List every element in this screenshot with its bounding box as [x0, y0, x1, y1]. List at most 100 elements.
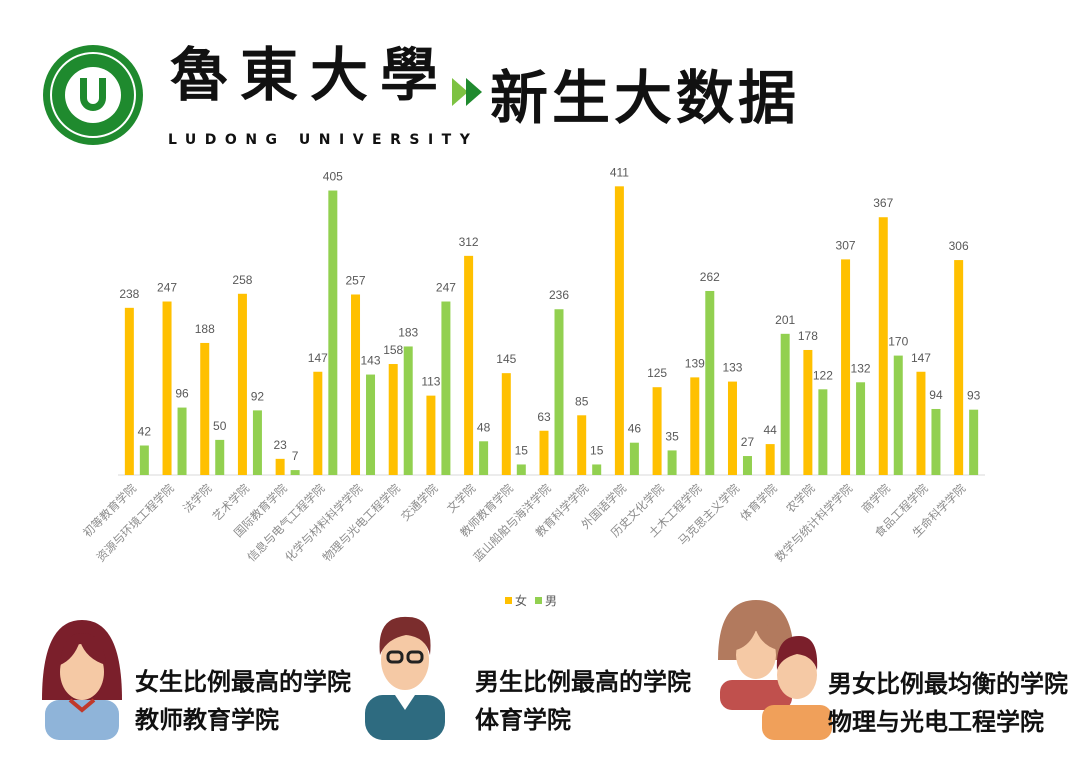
- bar: [856, 382, 866, 475]
- bar: [931, 408, 941, 475]
- bar: [237, 293, 247, 475]
- bar: [328, 190, 338, 476]
- bar: [426, 395, 436, 475]
- university-name: 魯東大學: [170, 41, 450, 109]
- data-label: 125: [647, 366, 667, 380]
- data-label: 92: [251, 389, 265, 403]
- page-title: 新生大数据: [490, 64, 800, 132]
- highlight-college: 体育学院: [475, 706, 571, 734]
- data-label: 7: [292, 449, 299, 463]
- bar: [818, 389, 828, 475]
- x-tick-label: 体育学院: [737, 481, 780, 524]
- bar: [577, 415, 587, 475]
- data-label: 145: [496, 352, 516, 366]
- data-label: 170: [888, 335, 908, 349]
- data-label: 46: [628, 422, 642, 436]
- data-label: 96: [175, 387, 189, 401]
- highlight-title: 女生比例最高的学院: [135, 668, 351, 696]
- data-label: 122: [813, 368, 833, 382]
- data-label: 257: [346, 273, 366, 287]
- bar: [441, 301, 451, 475]
- bar: [765, 444, 775, 475]
- legend-swatch: [535, 597, 542, 604]
- bar: [705, 290, 715, 475]
- x-tick-label: 交通学院: [398, 481, 441, 524]
- bar: [162, 301, 172, 475]
- bar: [780, 333, 790, 475]
- legend-swatch: [505, 597, 512, 604]
- data-label: 147: [911, 351, 931, 365]
- data-label: 44: [763, 423, 777, 437]
- data-label: 27: [741, 435, 755, 449]
- x-tick-label: 法学院: [180, 481, 215, 516]
- bar: [667, 450, 677, 475]
- data-label: 158: [383, 343, 403, 357]
- logo: [43, 45, 143, 145]
- bar: [841, 259, 851, 475]
- bar: [742, 456, 752, 475]
- legend-label: 女: [515, 593, 527, 608]
- data-label: 411: [610, 165, 629, 179]
- data-label: 147: [308, 351, 328, 365]
- bar: [200, 342, 210, 475]
- female-icon: [42, 620, 122, 740]
- x-tick-label: 商学院: [859, 481, 894, 516]
- data-label: 258: [232, 273, 252, 287]
- highlight-college: 物理与光电工程学院: [828, 708, 1044, 736]
- bar: [878, 217, 888, 475]
- data-label: 201: [775, 313, 795, 327]
- bar: [893, 355, 903, 475]
- bar: [969, 409, 979, 475]
- data-label: 50: [213, 419, 227, 433]
- data-label: 183: [398, 325, 418, 339]
- bar: [464, 255, 474, 475]
- bar: [215, 439, 225, 475]
- data-label: 262: [700, 270, 720, 284]
- bar: [629, 442, 639, 475]
- bar: [388, 364, 398, 475]
- data-label: 139: [685, 356, 705, 370]
- bar: [954, 260, 964, 475]
- data-label: 94: [929, 388, 943, 402]
- data-label: 236: [549, 288, 569, 302]
- data-label: 367: [873, 196, 893, 210]
- bar: [614, 186, 624, 476]
- bar: [592, 464, 602, 475]
- data-label: 113: [421, 375, 440, 389]
- x-tick-label: 农学院: [783, 481, 818, 516]
- bar: [313, 371, 323, 475]
- bar: [516, 464, 526, 475]
- data-label: 238: [119, 287, 139, 301]
- bar: [539, 430, 549, 475]
- data-label: 23: [273, 438, 287, 452]
- data-label: 15: [590, 443, 604, 457]
- bar: [479, 441, 489, 475]
- x-tick-label: 文学院: [444, 481, 479, 516]
- data-label: 63: [537, 410, 551, 424]
- data-label: 143: [361, 354, 381, 368]
- data-label: 35: [665, 429, 679, 443]
- data-label: 85: [575, 394, 589, 408]
- bar: [403, 346, 413, 475]
- bar: [690, 377, 700, 475]
- bar: [351, 294, 361, 475]
- data-label: 132: [851, 361, 871, 375]
- highlight-college: 教师教育学院: [135, 706, 279, 734]
- bar: [916, 371, 926, 475]
- couple-icon: [718, 600, 832, 740]
- data-label: 307: [836, 238, 856, 252]
- bar: [652, 387, 662, 475]
- bar: [727, 381, 737, 475]
- data-label: 42: [138, 425, 152, 439]
- data-label: 48: [477, 420, 491, 434]
- university-en: LUDONG UNIVERSITY: [168, 132, 478, 148]
- data-label: 133: [722, 361, 742, 375]
- bar: [275, 458, 285, 475]
- data-label: 306: [949, 239, 969, 253]
- data-label: 405: [323, 170, 343, 184]
- bar: [803, 349, 813, 475]
- bar: [366, 374, 376, 475]
- bar: [177, 407, 187, 475]
- arrow: [466, 78, 482, 106]
